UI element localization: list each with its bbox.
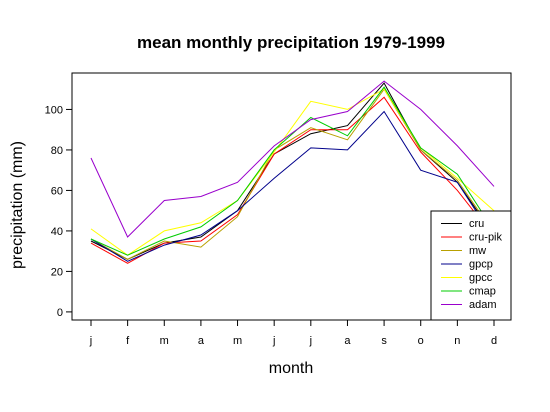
series-line-mw (90, 88, 495, 260)
series-line-adam (90, 80, 495, 238)
series-line-gpcc (90, 88, 495, 256)
chart-title: mean monthly precipitation 1979-1999 (137, 33, 445, 52)
series-line-cru-pik (90, 96, 495, 264)
y-tick-label: 80 (51, 145, 63, 157)
x-tick-label: a (344, 335, 351, 347)
series-group (90, 80, 495, 264)
legend-label-adam: adam (469, 299, 497, 311)
x-tick-label: j (272, 335, 275, 347)
x-tick-label: o (418, 335, 424, 347)
series-line-gpcp (90, 110, 495, 262)
x-tick-label: a (198, 335, 205, 347)
legend-label-gpcp: gpcp (469, 259, 493, 271)
x-tick-label: f (126, 335, 130, 347)
series-line-cmap (90, 86, 495, 256)
x-tick-label: s (381, 335, 387, 347)
y-tick-label: 0 (57, 307, 63, 319)
y-axis: 0 20 40 60 80 100 (45, 104, 72, 319)
x-tick-label: j (309, 335, 312, 347)
x-tick-label: n (454, 335, 460, 347)
x-axis-label: month (269, 360, 313, 377)
x-tick-label: d (491, 335, 497, 347)
legend-box (430, 210, 512, 321)
y-tick-label: 20 (51, 266, 63, 278)
legend-label-cmap: cmap (469, 286, 496, 298)
y-tick-label: 60 (51, 185, 63, 197)
legend-label-cru-pik: cru-pik (469, 232, 503, 244)
x-tick-label: m (160, 335, 169, 347)
y-tick-label: 40 (51, 226, 63, 238)
x-tick-label: j (89, 335, 92, 347)
legend-label-gpcc: gpcc (469, 272, 493, 284)
y-axis-label: precipitation (mm) (9, 141, 26, 269)
plot-frame (71, 72, 512, 321)
legend-label-mw: mw (469, 245, 486, 257)
x-tick-label: m (233, 335, 242, 347)
y-tick-label: 100 (45, 104, 63, 116)
legend-label-cru: cru (469, 218, 484, 230)
